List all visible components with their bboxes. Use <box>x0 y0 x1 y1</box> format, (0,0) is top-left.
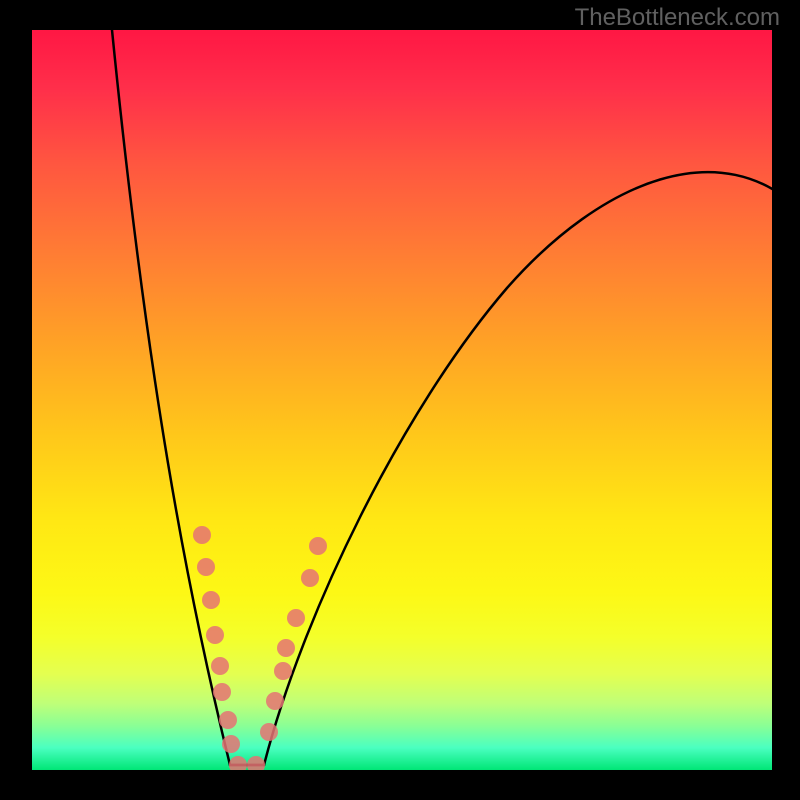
marker-point <box>309 537 327 555</box>
marker-point <box>229 756 247 770</box>
marker-point <box>211 657 229 675</box>
marker-point <box>260 723 278 741</box>
bottleneck-curve-svg <box>32 30 772 770</box>
marker-point <box>247 756 265 770</box>
marker-point <box>219 711 237 729</box>
marker-point <box>197 558 215 576</box>
marker-point <box>202 591 220 609</box>
plot-area <box>32 30 772 770</box>
marker-point <box>287 609 305 627</box>
marker-point <box>222 735 240 753</box>
marker-point <box>266 692 284 710</box>
marker-point <box>206 626 224 644</box>
watermark-text: TheBottleneck.com <box>575 4 780 32</box>
marker-point <box>193 526 211 544</box>
marker-point <box>277 639 295 657</box>
marker-point <box>274 662 292 680</box>
bottleneck-curve-path <box>112 30 772 765</box>
marker-group <box>193 526 327 770</box>
marker-point <box>213 683 231 701</box>
marker-point <box>301 569 319 587</box>
